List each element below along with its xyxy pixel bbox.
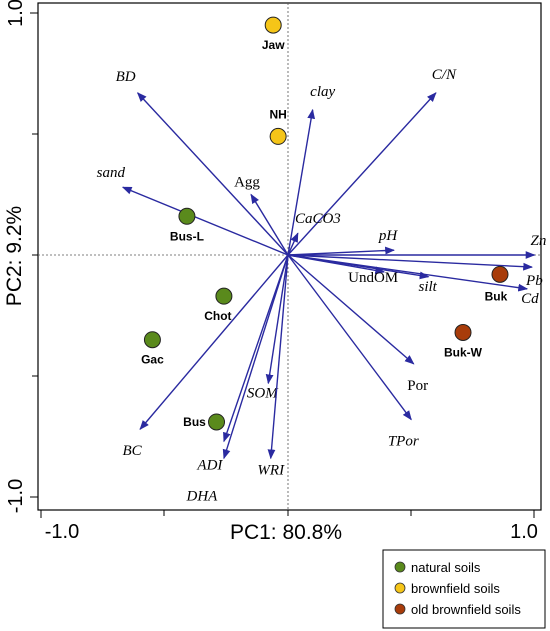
loading-arrow-sand (121, 186, 289, 256)
loading-label-caco3: CaCO3 (295, 211, 341, 227)
legend-marker-brownfield (394, 582, 406, 594)
site-point-bus (208, 413, 226, 431)
loading-arrow-wri (267, 254, 289, 460)
site-point-chot (215, 287, 233, 305)
loading-label-por: Por (407, 378, 428, 394)
y-axis-title: PC2: 9.2% (3, 206, 26, 306)
loading-arrow-bc (139, 254, 289, 430)
loading-label-pb: Pb (525, 273, 543, 289)
legend-label-brownfield: brownfield soils (411, 581, 500, 596)
legend-marker-natural (394, 561, 406, 573)
legend-marker-old-brownfield (394, 603, 406, 615)
loading-arrow-dha (222, 254, 289, 460)
loading-arrow-agg (250, 193, 289, 256)
legend-label-natural: natural soils (411, 560, 481, 575)
loading-arrow-caco3 (287, 232, 299, 256)
site-point-buk (491, 265, 509, 283)
loading-label-wri: WRI (257, 462, 285, 478)
loading-label-cd: Cd (521, 291, 539, 307)
legend-box (382, 549, 546, 629)
site-label-bus: Bus (183, 415, 206, 429)
y-tick-label-bottom: -1.0 (5, 479, 27, 513)
loading-label-silt: silt (419, 279, 438, 295)
site-point-gac (143, 331, 161, 349)
y-tick-label-top: 1.0 (5, 0, 27, 27)
loading-label-sand: sand (97, 165, 126, 181)
loading-arrow-c-n (287, 92, 437, 256)
site-label-chot: Chot (204, 309, 231, 323)
loading-arrow-bd (136, 92, 289, 256)
site-label-gac: Gac (141, 353, 164, 367)
legend-label-old-brownfield: old brownfield soils (411, 602, 521, 617)
loading-arrow-tpor (287, 254, 412, 421)
site-point-jaw (264, 16, 282, 34)
loading-label-c-n: C/N (432, 67, 457, 83)
loading-vectors: BD clay C/N sand Agg CaCO3 pH Zn Pb Cd UndOM silt Po… (97, 67, 547, 504)
legend: natural soils brownfield soils old brown… (382, 549, 546, 629)
site-label-jaw: Jaw (262, 38, 285, 52)
loading-arrow-pb (287, 254, 534, 271)
loading-label-undom: UndOM (348, 270, 398, 286)
site-label-buk-w: Buk-W (444, 345, 483, 359)
loading-label-adi: ADI (196, 457, 223, 473)
x-tick-label-left: -1.0 (45, 521, 79, 543)
loading-arrow-por (287, 254, 415, 365)
loading-label-tpor: TPor (388, 434, 419, 450)
x-axis-title: PC1: 80.8% (230, 521, 342, 544)
loading-arrow-silt (287, 254, 430, 280)
loading-label-agg: Agg (234, 175, 260, 191)
loading-label-zn: Zn (531, 233, 547, 249)
site-label-buk: Buk (485, 289, 508, 303)
site-label-nh: NH (269, 107, 286, 121)
loading-arrow-clay (287, 108, 316, 256)
x-tick-label-right: 1.0 (510, 521, 538, 543)
loading-label-ph: pH (378, 228, 399, 244)
site-points: Jaw NH Bus-L Chot Gac Bus Buk Buk-W (141, 16, 509, 431)
plot-frame (37, 2, 542, 511)
loading-arrow-som (265, 254, 289, 385)
site-point-bus-l (178, 207, 196, 225)
loading-arrow-adi (223, 254, 289, 443)
loading-label-dha: DHA (185, 488, 218, 504)
site-point-nh (269, 127, 287, 145)
site-label-bus-l: Bus-L (170, 229, 204, 243)
loading-arrow-ph (287, 246, 395, 256)
loading-label-bd: BD (116, 69, 136, 85)
loading-label-som: SOM (247, 385, 279, 401)
loading-label-clay: clay (310, 84, 335, 100)
site-point-buk-w (454, 323, 472, 341)
loading-label-bc: BC (123, 443, 143, 459)
